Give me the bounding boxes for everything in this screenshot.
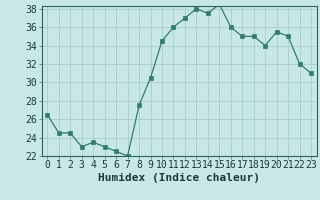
X-axis label: Humidex (Indice chaleur): Humidex (Indice chaleur) [98,173,260,183]
